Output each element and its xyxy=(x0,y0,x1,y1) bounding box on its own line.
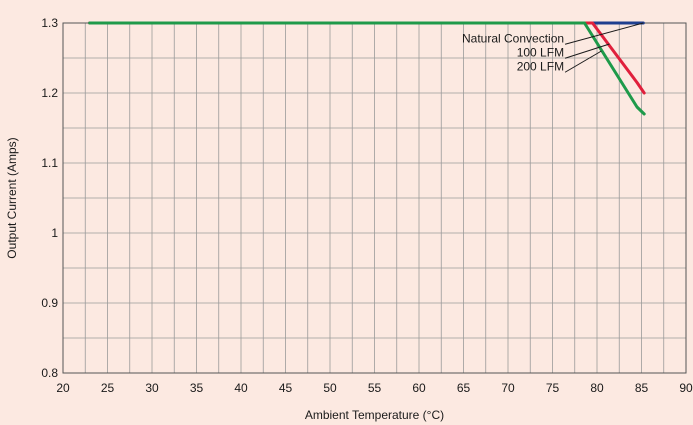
x-tick-label: 35 xyxy=(190,381,204,395)
y-tick-label: 1.2 xyxy=(41,86,58,100)
x-tick-label: 85 xyxy=(635,381,649,395)
x-tick-label: 55 xyxy=(368,381,382,395)
y-tick-label: 1.3 xyxy=(41,16,58,30)
series-line-200-lfm xyxy=(88,21,646,116)
x-tick-label: 80 xyxy=(590,381,604,395)
annotation-leader-line xyxy=(564,22,644,45)
annotation-label: 200 LFM xyxy=(517,59,564,73)
x-tick-label: 40 xyxy=(234,381,248,395)
grid xyxy=(62,22,687,374)
annotation-leader-line xyxy=(564,50,602,73)
x-tick-labels: 20 25 30 35 40 45 50 55 60 65 70 75 80 85 90 xyxy=(56,381,693,395)
y-tick-label: 0.9 xyxy=(41,296,58,310)
y-tick-labels: 0.8 0.9 1 1.1 1.2 1.3 xyxy=(41,16,58,380)
annotation-label: Natural Convection xyxy=(462,31,564,45)
x-tick-label: 65 xyxy=(457,381,471,395)
x-tick-label: 30 xyxy=(145,381,159,395)
x-axis-title: Ambient Temperature (°C) xyxy=(305,408,444,422)
annotation-leader-line xyxy=(564,43,610,59)
x-tick-label: 50 xyxy=(323,381,337,395)
x-tick-label: 25 xyxy=(101,381,115,395)
x-tick-label: 70 xyxy=(501,381,515,395)
y-tick-label: 1 xyxy=(51,226,58,240)
x-tick-label: 60 xyxy=(412,381,426,395)
x-tick-label: 90 xyxy=(679,381,693,395)
x-tick-label: 45 xyxy=(279,381,293,395)
series-lines xyxy=(88,21,646,116)
x-tick-label: 75 xyxy=(546,381,560,395)
y-tick-label: 0.8 xyxy=(41,366,58,380)
y-tick-label: 1.1 xyxy=(41,156,58,170)
annotation-label: 100 LFM xyxy=(517,45,564,59)
x-tick-label: 20 xyxy=(56,381,70,395)
y-axis-title: Output Current (Amps) xyxy=(5,137,19,258)
